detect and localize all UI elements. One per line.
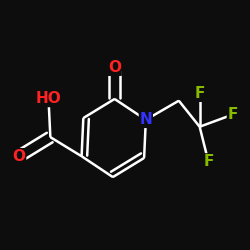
Text: F: F <box>228 107 238 122</box>
Text: O: O <box>108 60 121 75</box>
Text: O: O <box>12 149 26 164</box>
Text: F: F <box>194 86 205 101</box>
Text: F: F <box>203 154 214 169</box>
Text: N: N <box>140 112 152 127</box>
Text: HO: HO <box>36 92 62 106</box>
